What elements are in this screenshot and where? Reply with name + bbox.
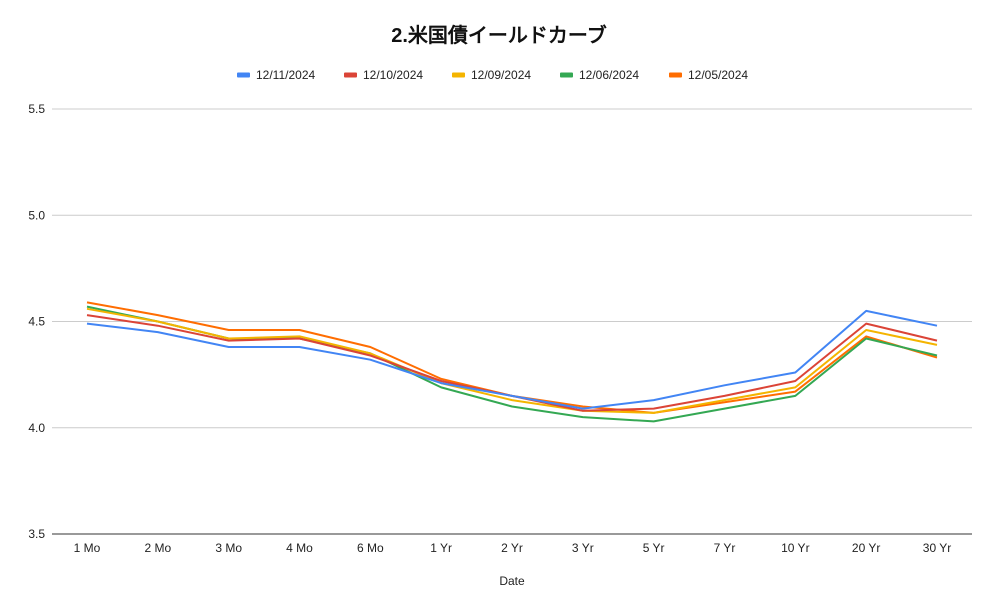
y-tick-label: 5.5 (28, 102, 45, 116)
series-line (86, 305, 938, 423)
legend-label: 12/10/2024 (363, 68, 423, 82)
legend-swatch (560, 72, 573, 78)
gridlines (52, 108, 972, 535)
legend-label: 12/05/2024 (688, 68, 748, 82)
x-tick-label: 5 Yr (643, 541, 665, 555)
x-axis-label: Date (499, 574, 525, 588)
y-tick-label: 3.5 (28, 527, 45, 541)
legend-swatch (237, 72, 250, 78)
series-line (86, 309, 938, 410)
y-tick-label: 4.0 (28, 421, 45, 435)
x-tick-label: 20 Yr (852, 541, 880, 555)
series-line (86, 307, 938, 414)
legend-swatch (344, 72, 357, 78)
x-tick-label: 3 Yr (572, 541, 594, 555)
x-tick-label: 1 Mo (74, 541, 101, 555)
x-tick-label: 6 Mo (357, 541, 384, 555)
x-axis-ticks: 1 Mo 2 Mo 3 Mo 4 Mo 6 Mo 1 Yr 2 Yr 3 Yr 5 Yr 7 Yr… (74, 541, 952, 555)
legend-label: 12/11/2024 (256, 68, 315, 82)
legend: 12/11/2024 12/10/2024 12/09/2024 12/06/2024… (237, 68, 748, 82)
x-tick-label: 1 Yr (430, 541, 452, 555)
x-tick-label: 7 Yr (714, 541, 736, 555)
x-tick-label: 2 Yr (501, 541, 523, 555)
chart-title: 2.米国債イールドカーブ (391, 23, 606, 47)
x-tick-label: 4 Mo (286, 541, 313, 555)
legend-swatch (669, 72, 682, 78)
legend-label: 12/06/2024 (579, 68, 639, 82)
y-tick-label: 5.0 (28, 208, 45, 222)
x-tick-label: 30 Yr (923, 541, 951, 555)
series-lines (86, 301, 938, 423)
y-axis-ticks: 5.5 5.0 4.5 4.0 3.5 (28, 102, 45, 541)
x-tick-label: 10 Yr (781, 541, 809, 555)
y-tick-label: 4.5 (28, 315, 45, 329)
legend-swatch (452, 72, 465, 78)
x-tick-label: 3 Mo (215, 541, 242, 555)
legend-label: 12/09/2024 (471, 68, 531, 82)
x-tick-label: 2 Mo (144, 541, 171, 555)
